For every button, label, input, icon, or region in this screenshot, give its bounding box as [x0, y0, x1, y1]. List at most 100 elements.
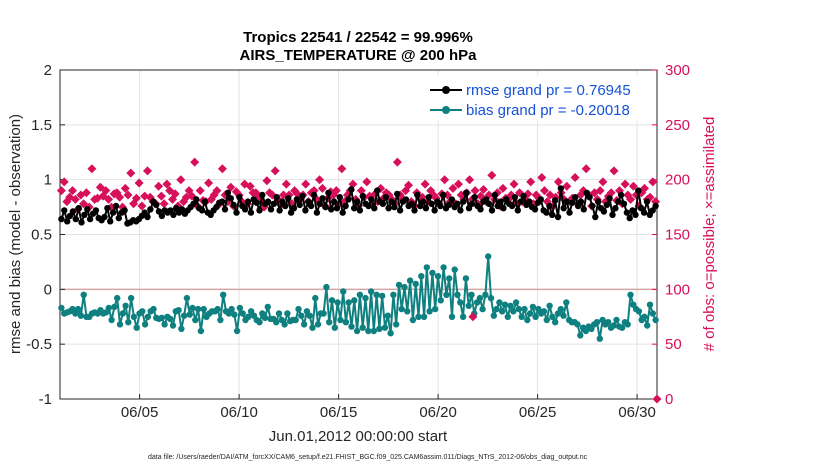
- rmse-point: [402, 196, 410, 203]
- rmse-point: [104, 205, 111, 212]
- rmse-point: [454, 200, 461, 207]
- rmse-point: [365, 202, 372, 210]
- rmse-point: [115, 214, 123, 222]
- rmse-point: [437, 202, 444, 210]
- rmse-point: [431, 207, 438, 214]
- obs-possible-point: [245, 181, 255, 191]
- bias-point: [479, 305, 486, 313]
- rmse-point: [551, 197, 559, 204]
- rmse-point: [632, 211, 639, 218]
- y-right-tick-label: 150: [665, 227, 690, 244]
- obs-possible-point: [404, 180, 413, 190]
- obs-possible-point: [195, 186, 205, 196]
- obs-assimilated-point: [652, 394, 662, 404]
- bias-point: [180, 312, 188, 319]
- rmse-point: [640, 209, 648, 216]
- rmse-point: [333, 205, 341, 212]
- rmse-point: [356, 207, 364, 214]
- rmse-point: [328, 206, 335, 213]
- obs-possible-point: [420, 179, 430, 189]
- bias-point: [175, 307, 182, 314]
- rmse-point: [339, 209, 346, 216]
- rmse-point: [107, 218, 114, 225]
- legend: rmse grand pr = 0.76945 bias grand pr = …: [423, 75, 653, 121]
- rmse-point: [101, 213, 108, 221]
- obs-possible-point: [176, 175, 186, 185]
- rmse-point: [560, 205, 567, 212]
- bias-point: [641, 313, 648, 320]
- obs-possible-point: [315, 175, 325, 185]
- rmse-point: [236, 194, 243, 201]
- obs-possible-point: [356, 186, 366, 196]
- bias-point: [404, 308, 411, 315]
- x-tick-label: 06/20: [419, 404, 457, 421]
- rmse-point: [425, 194, 432, 201]
- rmse-point: [557, 185, 564, 192]
- obs-possible-point: [56, 186, 66, 196]
- bias-point: [499, 308, 506, 315]
- y-right-axis-label: # of obs: o=possible; ×=assimilated: [701, 117, 718, 352]
- rmse-point: [313, 209, 321, 216]
- bias-point: [256, 319, 263, 326]
- bias-point: [515, 305, 523, 313]
- obs-possible-point: [609, 166, 619, 176]
- bias-point: [532, 313, 539, 320]
- bias-point: [58, 304, 65, 312]
- bias-point: [507, 302, 514, 309]
- obs-possible-point: [628, 181, 638, 191]
- bias-point: [345, 299, 352, 306]
- x-tick-label: 06/05: [121, 404, 159, 421]
- bias-point: [552, 319, 559, 326]
- rmse-point: [144, 213, 151, 221]
- bias-point: [529, 303, 537, 311]
- obs-possible-point: [104, 194, 114, 204]
- rmse-point: [330, 198, 338, 205]
- rmse-point: [554, 213, 562, 221]
- legend-rmse-marker: [442, 86, 450, 94]
- rmse-point: [589, 202, 596, 210]
- x-axis-label: Jun.01,2012 00:00:00 start: [269, 428, 448, 445]
- rmse-point: [319, 195, 326, 202]
- y-tick-label: 0.5: [31, 227, 52, 244]
- rmse-point: [379, 200, 387, 207]
- rmse-point: [227, 195, 234, 202]
- rmse-point: [63, 218, 71, 225]
- bias-point: [295, 305, 302, 313]
- obs-possible-point: [115, 192, 125, 202]
- rmse-point: [353, 198, 361, 205]
- obs-possible-point: [640, 183, 649, 193]
- bias-series: [58, 253, 659, 342]
- y-right-tick-label: 100: [665, 281, 690, 298]
- x-tick-label: 06/25: [519, 404, 557, 421]
- legend-bias-label: bias grand pr = -0.20018: [466, 102, 630, 119]
- rmse-point: [293, 196, 300, 203]
- bias-point: [490, 312, 497, 319]
- bias-point: [356, 291, 364, 298]
- bias-point: [236, 304, 244, 312]
- bias-point: [646, 301, 654, 308]
- bias-point: [429, 269, 436, 277]
- bias-point: [546, 302, 553, 309]
- obs-possible-point: [212, 186, 222, 196]
- rmse-point: [374, 187, 381, 194]
- bias-point: [496, 299, 503, 306]
- obs-possible-point: [454, 179, 463, 189]
- obs-possible-point: [581, 164, 591, 174]
- bias-point: [596, 335, 603, 342]
- rmse-point: [440, 191, 447, 199]
- bias-point: [420, 313, 428, 320]
- bias-point: [80, 291, 87, 298]
- rmse-point: [543, 209, 550, 216]
- bias-point: [158, 314, 165, 321]
- bias-point: [169, 322, 177, 329]
- rmse-point: [170, 211, 177, 218]
- obs-possible-point: [59, 177, 69, 187]
- rmse-point: [586, 194, 593, 201]
- rmse-point: [158, 212, 166, 220]
- obs-possible-point: [317, 183, 327, 193]
- rmse-point: [388, 198, 395, 205]
- rmse-point: [351, 205, 358, 212]
- bias-point: [409, 316, 417, 324]
- y-right-tick-label: 250: [665, 117, 690, 134]
- rmse-point: [153, 201, 160, 209]
